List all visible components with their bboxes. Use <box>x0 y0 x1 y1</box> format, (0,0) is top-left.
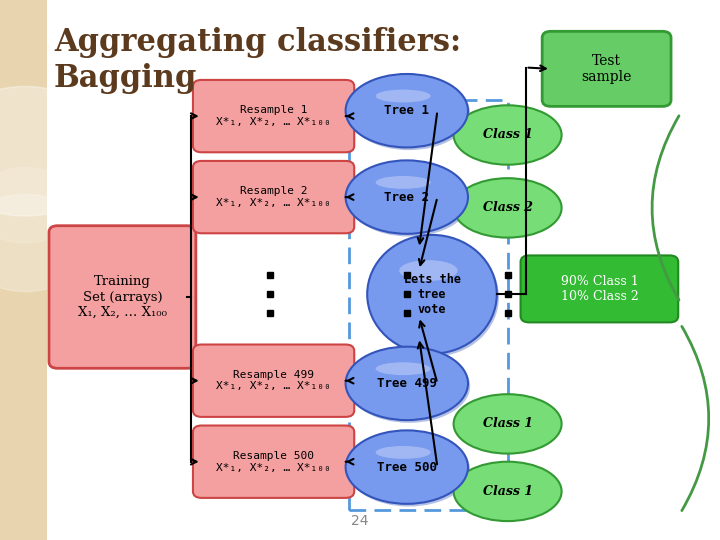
Text: Tree 500: Tree 500 <box>377 461 437 474</box>
Text: Class 1: Class 1 <box>482 129 533 141</box>
FancyBboxPatch shape <box>521 255 678 322</box>
Ellipse shape <box>346 347 468 420</box>
Ellipse shape <box>376 176 431 189</box>
Ellipse shape <box>454 105 562 165</box>
Ellipse shape <box>454 394 562 454</box>
Text: Resample 1
X*₁, X*₂, … X*₁₀₀: Resample 1 X*₁, X*₂, … X*₁₀₀ <box>216 105 331 127</box>
FancyBboxPatch shape <box>542 31 671 106</box>
Ellipse shape <box>348 433 470 507</box>
Ellipse shape <box>399 260 458 281</box>
FancyBboxPatch shape <box>193 161 354 233</box>
FancyBboxPatch shape <box>49 226 196 368</box>
Ellipse shape <box>454 462 562 521</box>
Text: Class 2: Class 2 <box>482 201 533 214</box>
Text: Tree 1: Tree 1 <box>384 104 429 117</box>
Ellipse shape <box>348 349 470 423</box>
Text: Aggregating classifiers:
Bagging: Aggregating classifiers: Bagging <box>54 27 462 94</box>
Ellipse shape <box>376 362 431 375</box>
Circle shape <box>0 167 76 243</box>
Bar <box>349 100 508 510</box>
Text: Lets the
tree
vote: Lets the tree vote <box>403 273 461 316</box>
Text: Resample 499
X*₁, X*₂, … X*₁₀₀: Resample 499 X*₁, X*₂, … X*₁₀₀ <box>216 370 331 392</box>
Ellipse shape <box>369 238 499 356</box>
Ellipse shape <box>346 160 468 234</box>
Circle shape <box>0 86 112 216</box>
Text: Resample 2
X*₁, X*₂, … X*₁₀₀: Resample 2 X*₁, X*₂, … X*₁₀₀ <box>216 186 331 208</box>
Ellipse shape <box>348 163 470 237</box>
Ellipse shape <box>346 74 468 147</box>
Text: Training
Set (arrays)
X₁, X₂, … X₁₀₀: Training Set (arrays) X₁, X₂, … X₁₀₀ <box>78 275 167 319</box>
Text: Test
sample: Test sample <box>582 54 631 84</box>
Ellipse shape <box>367 235 497 354</box>
FancyBboxPatch shape <box>193 426 354 498</box>
Ellipse shape <box>454 178 562 238</box>
Ellipse shape <box>346 430 468 504</box>
Ellipse shape <box>348 77 470 150</box>
Text: Tree 2: Tree 2 <box>384 191 429 204</box>
Text: Tree 499: Tree 499 <box>377 377 437 390</box>
Text: Resample 500
X*₁, X*₂, … X*₁₀₀: Resample 500 X*₁, X*₂, … X*₁₀₀ <box>216 451 331 472</box>
Circle shape <box>0 194 90 292</box>
Text: Class 1: Class 1 <box>482 417 533 430</box>
Text: 90% Class 1
10% Class 2: 90% Class 1 10% Class 2 <box>561 275 638 303</box>
FancyBboxPatch shape <box>193 80 354 152</box>
Ellipse shape <box>376 90 431 103</box>
FancyBboxPatch shape <box>0 0 47 540</box>
FancyBboxPatch shape <box>193 345 354 417</box>
Text: Class 1: Class 1 <box>482 485 533 498</box>
Ellipse shape <box>376 446 431 459</box>
Text: 24: 24 <box>351 514 369 528</box>
